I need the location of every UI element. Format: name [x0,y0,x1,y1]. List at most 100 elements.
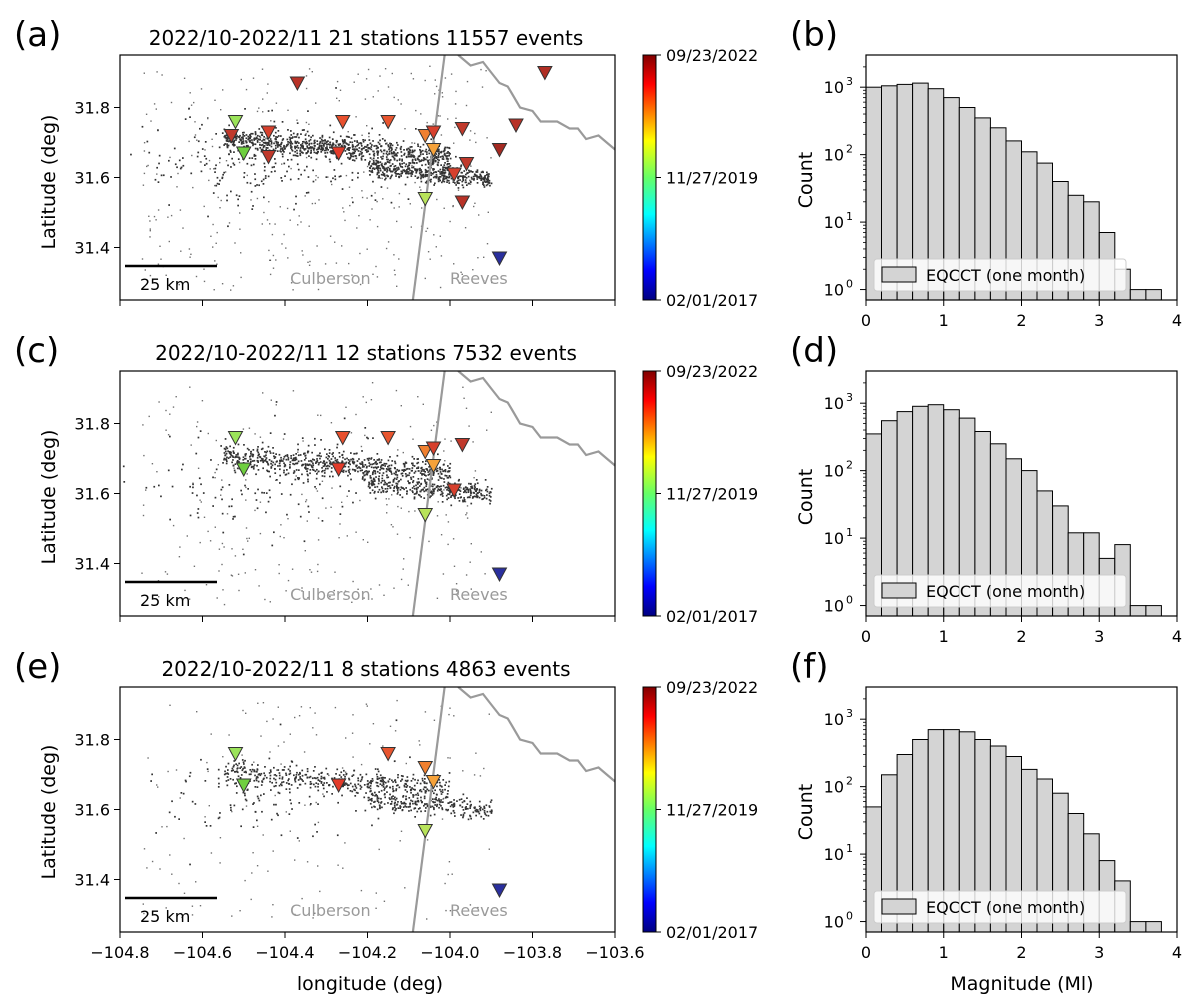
event-dot [444,152,446,155]
event-dot [259,138,261,141]
event-dot [413,162,416,165]
event-dot [266,720,268,723]
event-dot [469,489,472,492]
event-dot [230,454,233,457]
event-dot [336,97,338,99]
event-dot [328,465,331,468]
map-frame [119,370,616,617]
event-dot [283,462,285,465]
event-dot [240,489,242,492]
event-dot [361,450,363,452]
event-dot [480,551,482,553]
event-dot [414,158,417,160]
event-dot [275,401,278,403]
colorbar-tick-label: 11/27/2019 [666,169,758,188]
event-dot [329,235,332,237]
event-dot [385,491,387,493]
event-dot [279,460,281,463]
event-dot [377,90,379,92]
event-dot [221,132,224,134]
event-dot [308,134,310,137]
event-dot [426,153,428,155]
event-dot [330,151,333,153]
event-dot [443,172,445,174]
event-dot [270,399,272,401]
event-dot [353,159,355,161]
event-dot [158,401,160,403]
event-dot [231,915,233,917]
event-dot [320,148,322,151]
histogram-legend: EQCCT (one month) [873,258,1127,292]
county-label-east: Reeves [450,585,508,604]
event-dot [412,150,415,153]
event-dot [483,256,485,258]
event-dot [141,125,144,128]
event-dot [370,148,373,151]
event-dot [245,499,247,501]
event-dot [260,448,263,451]
event-dot [275,138,277,141]
event-dot [322,469,324,472]
hist-y-axis-label: Count [795,469,817,525]
event-dot [394,467,396,470]
event-dot [376,462,379,465]
event-dot [230,770,233,772]
event-dot [310,459,312,462]
event-dot [432,162,435,164]
event-dot [280,524,282,526]
event-dot [230,574,233,576]
event-dot [407,171,410,173]
event-dot [313,151,316,154]
event-dot [454,182,456,184]
event-dot [446,486,448,489]
event-dot [338,537,340,539]
event-dot [200,501,202,503]
event-dot [376,151,378,153]
event-dot [269,273,272,276]
event-dot [367,485,370,488]
event-dot [326,143,328,146]
event-dot [243,444,245,446]
event-dot [275,803,277,806]
event-dot [417,470,420,472]
event-dot [333,169,336,171]
event-dot [372,140,374,142]
event-dot [260,180,263,183]
event-dot [486,490,489,493]
event-dot [275,140,278,143]
event-dot [412,476,415,478]
event-dot [480,492,482,495]
event-dot [312,462,314,465]
event-dot [262,392,264,394]
event-dot [471,171,474,173]
event-dot [225,160,228,162]
event-dot [170,176,172,178]
event-dot [338,144,340,147]
event-dot [389,786,391,789]
event-dot [368,786,370,789]
event-dot [236,134,238,137]
event-dot [444,77,447,79]
event-dot [378,134,381,136]
event-dot [381,162,383,165]
event-dot [348,777,350,780]
event-dot [306,467,309,470]
event-dot [469,139,471,141]
event-dot [395,808,397,810]
event-dot [381,138,384,140]
event-dot [377,176,380,179]
event-dot [374,497,377,500]
x-tick-label: 1 [939,311,949,330]
event-dot [459,804,461,807]
event-dot [354,785,357,787]
event-dot [412,161,414,164]
event-dot [390,152,393,155]
event-dot [380,789,383,792]
event-dot [362,140,365,143]
event-dot [414,788,416,791]
event-dot [454,103,457,105]
event-dot [421,473,423,475]
event-dot [395,147,398,149]
event-dot [377,477,380,480]
event-dot [436,803,438,806]
